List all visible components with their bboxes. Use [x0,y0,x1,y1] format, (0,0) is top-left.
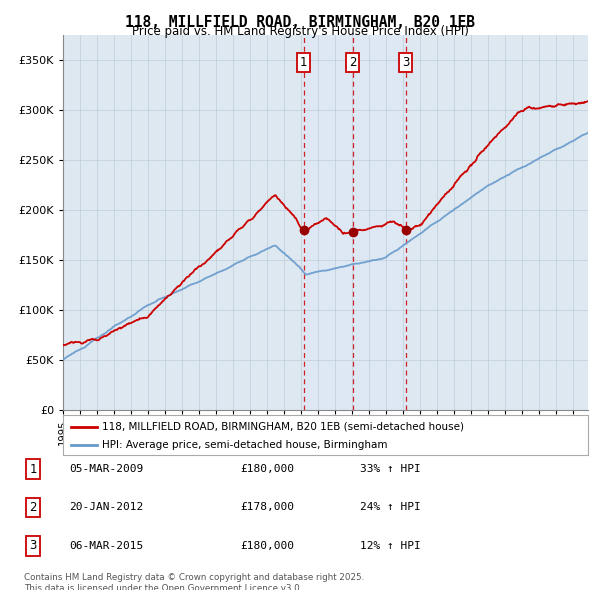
Text: £180,000: £180,000 [240,464,294,474]
Text: 06-MAR-2015: 06-MAR-2015 [69,541,143,550]
Text: 33% ↑ HPI: 33% ↑ HPI [360,464,421,474]
Text: 118, MILLFIELD ROAD, BIRMINGHAM, B20 1EB (semi-detached house): 118, MILLFIELD ROAD, BIRMINGHAM, B20 1EB… [103,422,464,432]
Text: 3: 3 [402,56,409,69]
Text: 20-JAN-2012: 20-JAN-2012 [69,503,143,512]
Text: Price paid vs. HM Land Registry's House Price Index (HPI): Price paid vs. HM Land Registry's House … [131,25,469,38]
Text: 3: 3 [29,539,37,552]
Text: 05-MAR-2009: 05-MAR-2009 [69,464,143,474]
Text: 118, MILLFIELD ROAD, BIRMINGHAM, B20 1EB: 118, MILLFIELD ROAD, BIRMINGHAM, B20 1EB [125,15,475,30]
Text: HPI: Average price, semi-detached house, Birmingham: HPI: Average price, semi-detached house,… [103,441,388,450]
Text: £178,000: £178,000 [240,503,294,512]
Text: Contains HM Land Registry data © Crown copyright and database right 2025.
This d: Contains HM Land Registry data © Crown c… [24,573,364,590]
Text: 12% ↑ HPI: 12% ↑ HPI [360,541,421,550]
Text: £180,000: £180,000 [240,541,294,550]
Text: 24% ↑ HPI: 24% ↑ HPI [360,503,421,512]
Text: 1: 1 [300,56,308,69]
Text: 2: 2 [349,56,356,69]
Text: 2: 2 [29,501,37,514]
Bar [304,35,406,410]
Text: 1: 1 [29,463,37,476]
